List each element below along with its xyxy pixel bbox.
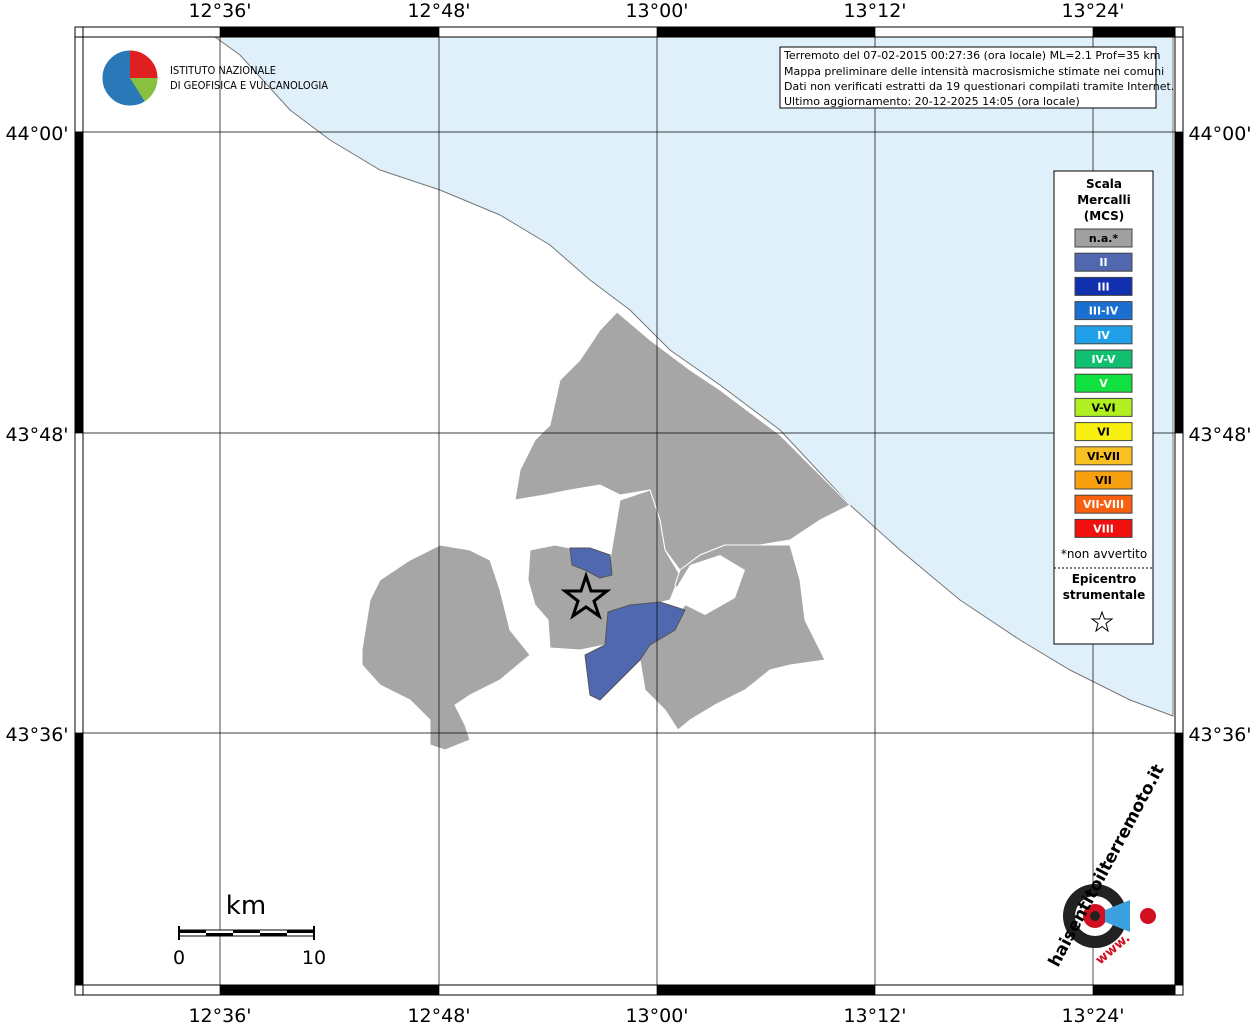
legend-swatch bbox=[1074, 397, 1133, 417]
graticule bbox=[75, 27, 1183, 995]
scale-unit: km bbox=[226, 891, 266, 921]
info-box: Terremoto del 07-02-2015 00:27:36 (ora l… bbox=[779, 46, 1174, 109]
lon-label: 13°24' bbox=[1061, 1005, 1124, 1024]
lat-label: 43°48' bbox=[5, 424, 68, 446]
municipality-hole bbox=[675, 555, 745, 615]
lon-label: 13°12' bbox=[843, 1005, 906, 1024]
municipality bbox=[361, 544, 531, 751]
legend-label: V-VI bbox=[1091, 401, 1115, 414]
scale-bar: km 0 10 bbox=[173, 891, 326, 969]
lon-label: 13°24' bbox=[1061, 0, 1124, 22]
sea bbox=[213, 36, 1174, 717]
legend-label: VII-VIII bbox=[1083, 498, 1124, 511]
legend-swatch bbox=[1074, 349, 1133, 369]
scale-label: 0 bbox=[173, 947, 185, 969]
lat-label: 43°48' bbox=[1188, 424, 1251, 446]
info-line: Ultimo aggiornamento: 20-12-2025 14:05 (… bbox=[784, 95, 1080, 108]
municipality-ii bbox=[569, 547, 613, 579]
legend-swatch bbox=[1074, 422, 1133, 442]
legend-label: V bbox=[1099, 377, 1108, 390]
lon-label: 12°48' bbox=[407, 0, 470, 22]
legend-swatch bbox=[1074, 228, 1133, 248]
lon-label: 13°00' bbox=[625, 1005, 688, 1024]
legend-title: Scala bbox=[1086, 177, 1122, 191]
municipality-ii bbox=[584, 601, 686, 701]
legend-label: VI-VII bbox=[1087, 450, 1120, 463]
legend-label: VIII bbox=[1093, 522, 1114, 535]
lat-label: 44°00' bbox=[5, 123, 68, 145]
lon-label: 12°36' bbox=[188, 0, 251, 22]
legend-swatch bbox=[1074, 373, 1133, 393]
legend-label: IV bbox=[1097, 329, 1110, 342]
municipalities bbox=[361, 311, 851, 751]
legend-swatch bbox=[1074, 276, 1133, 296]
lat-label: 43°36' bbox=[1188, 724, 1251, 746]
legend: Scala Mercalli (MCS) *non avvertito Epic… bbox=[1053, 170, 1154, 645]
legend-label: II bbox=[1099, 256, 1107, 269]
legend-epicenter: Epicentro bbox=[1072, 572, 1137, 586]
institute-name: ISTITUTO NAZIONALE bbox=[170, 64, 276, 77]
legend-epicenter: strumentale bbox=[1063, 588, 1146, 602]
legend-title: (MCS) bbox=[1084, 209, 1125, 223]
legend-swatch bbox=[1074, 325, 1133, 345]
scale-label: 10 bbox=[302, 947, 326, 969]
lon-label: 13°12' bbox=[843, 0, 906, 22]
legend-swatch bbox=[1074, 446, 1133, 466]
epicenter-star bbox=[560, 571, 612, 620]
legend-swatch bbox=[1074, 301, 1133, 321]
legend-label: III bbox=[1097, 280, 1109, 293]
legend-swatch bbox=[1074, 252, 1133, 272]
lon-label: 12°36' bbox=[188, 1005, 251, 1024]
legend-label: n.a.* bbox=[1089, 232, 1119, 245]
ingv-logo: ISTITUTO NAZIONALE DI GEOFISICA E VULCAN… bbox=[101, 49, 328, 107]
legend-swatch bbox=[1074, 518, 1133, 538]
lat-label: 43°36' bbox=[5, 724, 68, 746]
legend-label: VII bbox=[1095, 474, 1112, 487]
legend-label: IV-V bbox=[1091, 353, 1116, 366]
lat-label: 44°00' bbox=[1188, 123, 1251, 145]
legend-label: III-IV bbox=[1089, 305, 1119, 318]
legend-title: Mercalli bbox=[1077, 193, 1131, 207]
info-line: Mappa preliminare delle intensità macros… bbox=[784, 65, 1164, 78]
lon-label: 13°00' bbox=[625, 0, 688, 22]
frame bbox=[74, 26, 1184, 996]
legend-label: VI bbox=[1097, 426, 1110, 439]
legend-swatch bbox=[1074, 494, 1133, 514]
lon-label: 12°48' bbox=[407, 1005, 470, 1024]
info-line: Dati non verificati estratti da 19 quest… bbox=[784, 80, 1174, 93]
legend-note: *non avvertito bbox=[1061, 547, 1147, 561]
axis-labels: 12°36' 12°48' 13°00' 13°12' 13°24' 12°36… bbox=[5, 0, 1251, 1024]
legend-swatch bbox=[1074, 470, 1133, 490]
info-line: Terremoto del 07-02-2015 00:27:36 (ora l… bbox=[783, 49, 1161, 62]
institute-name: DI GEOFISICA E VULCANOLOGIA bbox=[170, 79, 328, 92]
legend-star bbox=[1090, 610, 1114, 633]
